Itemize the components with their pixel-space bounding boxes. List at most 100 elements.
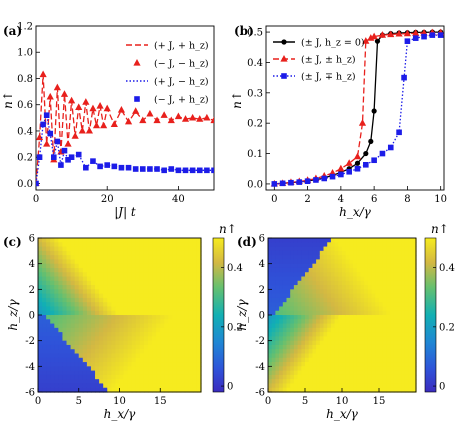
heatmap-cell	[107, 383, 112, 389]
heatmap-cell	[188, 349, 194, 355]
heatmap-cell	[279, 246, 284, 252]
heatmap-cell	[390, 349, 395, 355]
heatmap-cell	[404, 379, 410, 385]
heatmap-cell	[111, 370, 117, 376]
heatmap-cell	[305, 387, 310, 393]
heatmap-cell	[172, 362, 178, 367]
heatmap-cell	[103, 353, 108, 359]
heatmap-cell	[401, 255, 406, 260]
x-tick-label: 10	[113, 396, 126, 407]
heatmap-cell	[160, 289, 165, 295]
heatmap-cell	[397, 302, 402, 308]
heatmap-cell	[319, 242, 325, 248]
heatmap-cell	[327, 267, 332, 273]
heatmap-cell	[275, 362, 280, 367]
heatmap-cell	[286, 349, 291, 355]
heatmap-cell	[338, 267, 343, 273]
heatmap-cell	[386, 255, 391, 260]
heatmap-cell	[371, 357, 376, 363]
heatmap-cell	[367, 327, 373, 333]
heatmap-cell	[382, 255, 387, 260]
x-tick-label: 0	[271, 194, 277, 205]
heatmap-cell	[123, 246, 129, 252]
heatmap-cell	[412, 374, 417, 380]
heatmap-cell	[188, 302, 194, 308]
heatmap-cell	[90, 323, 96, 329]
heatmap-cell	[103, 374, 108, 380]
heatmap-cell	[293, 327, 299, 333]
heatmap-cell	[367, 276, 373, 282]
heatmap-cell	[131, 293, 137, 299]
heatmap-cell	[115, 340, 121, 346]
y-tick-label: 0.4	[17, 126, 33, 137]
heatmap-cell	[386, 302, 391, 308]
heatmap-cell	[148, 267, 153, 273]
heatmap-cell	[42, 349, 47, 355]
heatmap-cell	[111, 383, 117, 389]
heatmap-cell	[54, 340, 59, 346]
heatmap-cell	[139, 255, 145, 260]
heatmap-cell	[143, 353, 149, 359]
heatmap-cell	[42, 332, 47, 337]
heatmap-cell	[196, 250, 202, 256]
heatmap-cell	[404, 310, 410, 316]
heatmap-cell	[54, 353, 59, 359]
heatmap-cell	[78, 263, 84, 269]
heatmap-cell	[127, 366, 133, 372]
data-point	[203, 113, 211, 121]
heatmap-cell	[386, 374, 391, 380]
heatmap-cell	[99, 336, 104, 342]
heatmap-cell	[353, 319, 358, 325]
heatmap-cell	[172, 293, 178, 299]
heatmap-cell	[382, 289, 387, 295]
heatmap-cell	[293, 263, 299, 269]
data-point	[371, 157, 377, 164]
heatmap-cell	[180, 357, 186, 363]
heatmap-cell	[78, 297, 84, 303]
heatmap-cell	[334, 280, 339, 286]
heatmap-cell	[131, 306, 137, 312]
heatmap-cell	[279, 332, 284, 337]
heatmap-cell	[356, 246, 362, 252]
heatmap-cell	[62, 349, 68, 355]
data-point	[404, 38, 411, 44]
heatmap-cell	[345, 336, 350, 342]
data-point	[337, 164, 345, 172]
heatmap-cell	[78, 315, 84, 320]
heatmap-cell	[143, 310, 149, 316]
heatmap-cell	[327, 306, 332, 312]
heatmap-cell	[327, 259, 332, 265]
heatmap-cell	[168, 315, 174, 320]
heatmap-cell	[148, 336, 153, 342]
heatmap-cell	[367, 357, 373, 363]
heatmap-cell	[345, 310, 350, 316]
heatmap-cell	[184, 383, 190, 389]
heatmap-cell	[184, 370, 190, 376]
heatmap-cell	[54, 310, 59, 316]
heatmap-cell	[316, 336, 321, 342]
heatmap-cell	[192, 357, 198, 363]
heatmap-cell	[390, 387, 395, 393]
data-point	[338, 171, 344, 178]
heatmap-cell	[312, 255, 317, 260]
heatmap-cell	[334, 353, 339, 359]
heatmap-cell	[282, 297, 288, 303]
heatmap-cell	[316, 280, 321, 286]
heatmap-cell	[390, 289, 395, 295]
heatmap-cell	[323, 238, 328, 243]
heatmap-cell	[356, 267, 362, 273]
heatmap-cell	[164, 250, 169, 256]
heatmap-cell	[371, 250, 376, 256]
heatmap-cell	[271, 327, 276, 333]
heatmap-cell	[412, 319, 417, 325]
heatmap-cell	[279, 353, 284, 359]
heatmap-cell	[103, 297, 108, 303]
heatmap-cell	[330, 383, 336, 389]
heatmap-cell	[90, 297, 96, 303]
heatmap-cell	[180, 242, 186, 248]
heatmap-cell	[103, 246, 108, 252]
heatmap-cell	[275, 310, 280, 316]
heatmap-cell	[271, 250, 276, 256]
heatmap-cell	[123, 383, 129, 389]
heatmap-cell	[268, 310, 273, 316]
